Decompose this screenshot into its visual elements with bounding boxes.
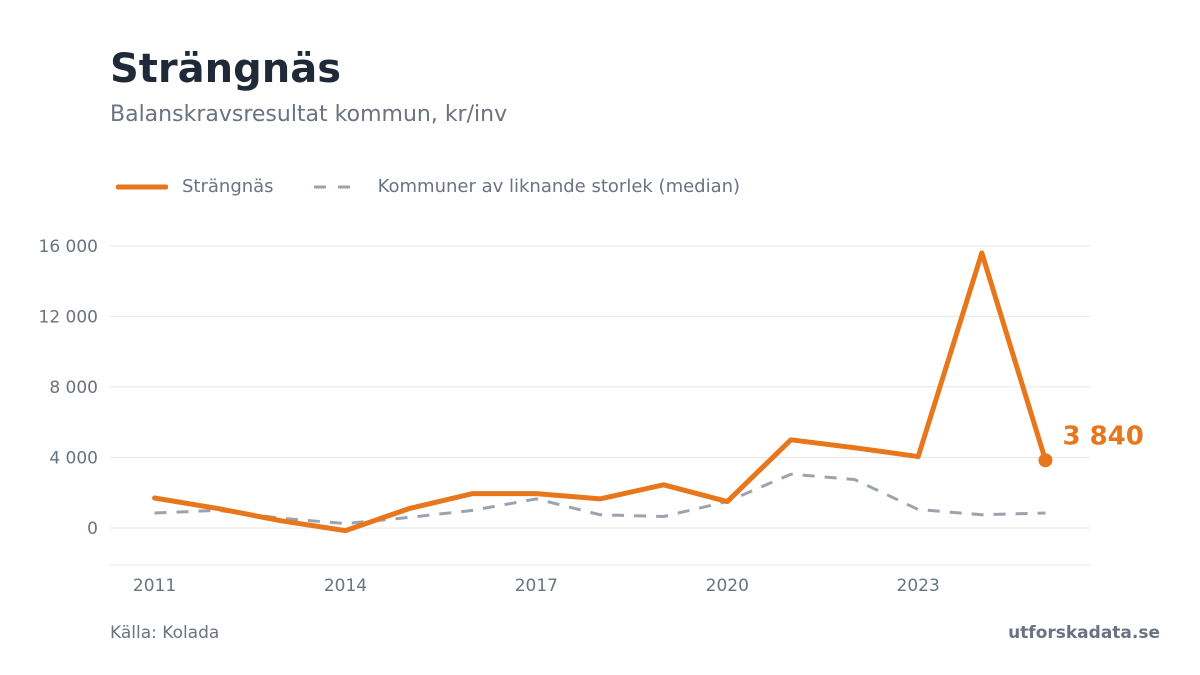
x-tick-label: 2017 [515,576,558,596]
chart-subtitle: Balanskravsresultat kommun, kr/inv [110,102,508,127]
y-tick-label: 0 [87,519,98,539]
legend-item-primary: Strängnäs [116,176,274,197]
legend-label-primary: Strängnäs [182,176,274,197]
end-point-marker [1038,453,1053,468]
series-line-primary [152,250,1048,534]
legend-swatch-solid-icon [116,184,168,189]
end-value-label: 3 840 [1062,421,1143,451]
legend-label-median: Kommuner av liknande storlek (median) [377,176,741,197]
y-tick-label: 4 000 [49,448,98,468]
legend-item-median: Kommuner av liknande storlek (median) [312,176,741,197]
brand-link[interactable]: utforskadata.se [1008,623,1160,643]
x-tick-label: 2014 [324,576,367,596]
x-tick-label: 2020 [706,576,749,596]
series-line-median [154,472,1046,526]
legend-swatch-dashed-icon [313,185,362,188]
y-tick-label: 8 000 [49,378,98,398]
legend: Strängnäs Kommuner av liknande storlek (… [116,176,778,197]
y-tick-label: 12 000 [39,307,98,327]
y-tick-label: 16 000 [39,237,98,257]
x-tick-label: 2011 [133,576,176,596]
chart-title: Strängnäs [110,46,342,92]
x-tick-label: 2023 [897,576,940,596]
source-note: Källa: Kolada [110,623,220,643]
